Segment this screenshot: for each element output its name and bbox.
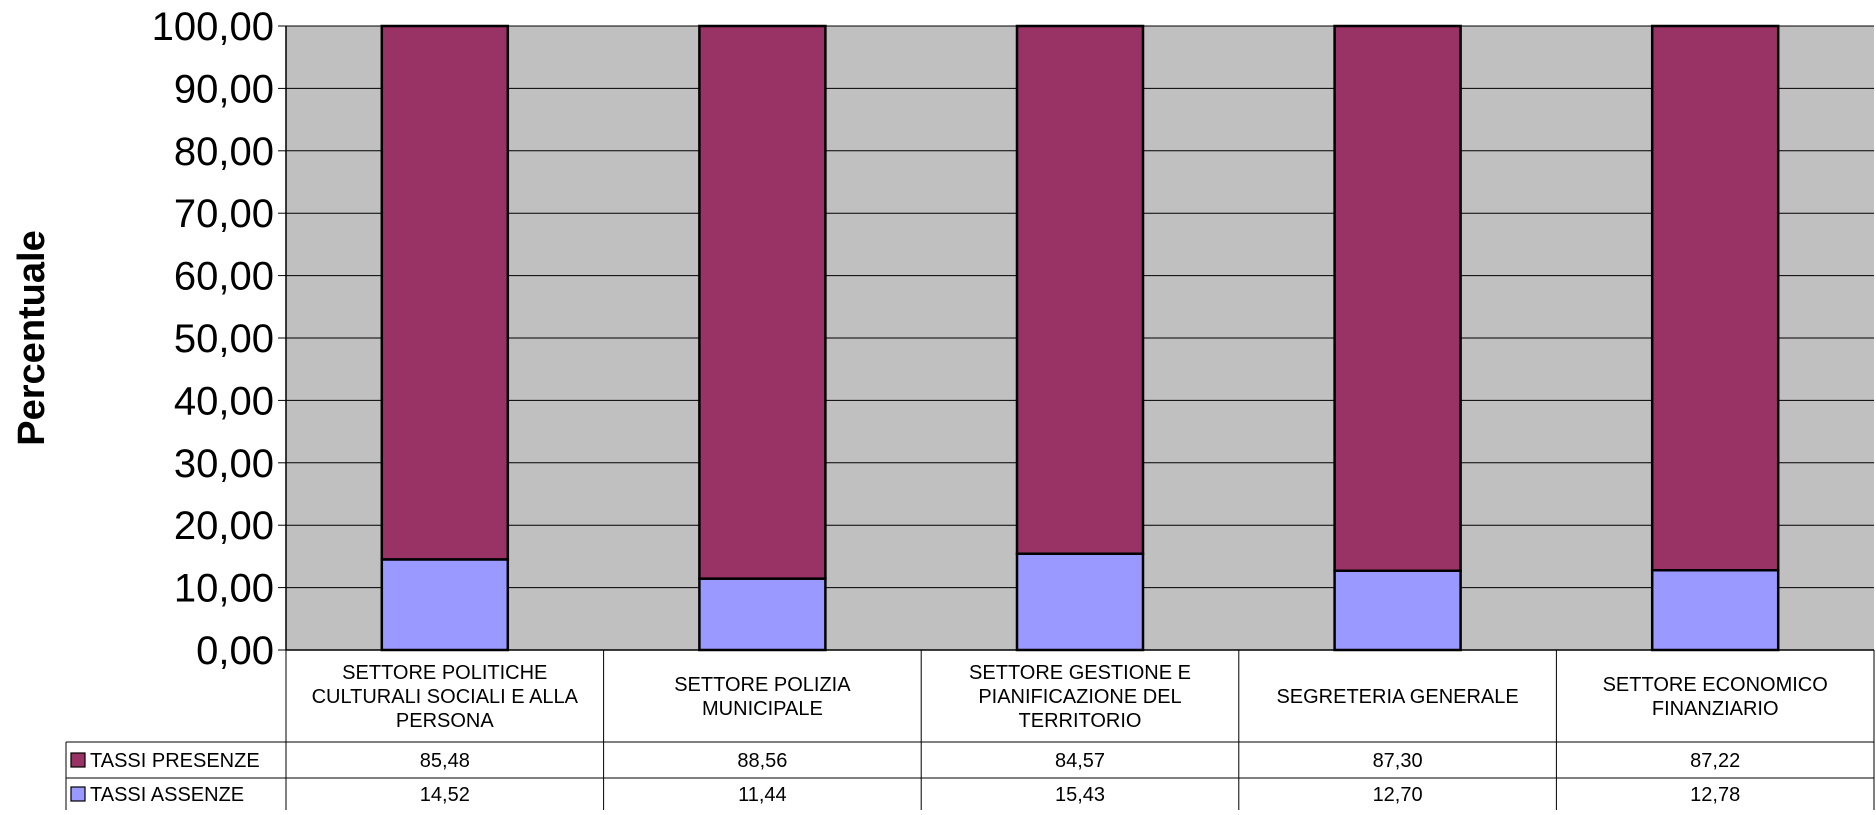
data-table-value: 88,56 <box>737 750 787 772</box>
x-category-label: MUNICIPALE <box>702 698 823 720</box>
x-category-label: SETTORE POLITICHE <box>342 662 547 684</box>
data-table-value: 12,70 <box>1373 784 1423 806</box>
bar-presenze <box>698 24 827 580</box>
bar-presenze <box>380 24 510 561</box>
bar-presenze <box>1333 24 1462 573</box>
data-table-value: 11,44 <box>738 784 787 806</box>
y-tick-label: 50,00 <box>174 317 274 361</box>
x-category-label: CULTURALI SOCIALI E ALLA <box>312 686 579 708</box>
legend-label: TASSI ASSENZE <box>90 784 244 806</box>
bar-assenze <box>380 558 510 652</box>
bar-assenze <box>1333 569 1462 652</box>
x-category-label: SEGRETERIA GENERALE <box>1276 686 1518 708</box>
legend-key <box>70 786 86 802</box>
data-table-value: 12,78 <box>1690 784 1740 806</box>
y-tick-label: 40,00 <box>174 379 274 423</box>
y-tick-label: 60,00 <box>174 255 274 299</box>
x-category-label: SETTORE GESTIONE E <box>969 662 1191 684</box>
data-table-value: 85,48 <box>420 750 470 772</box>
y-tick-label: 0,00 <box>196 629 274 673</box>
bar-assenze <box>1015 552 1145 652</box>
bar-presenze <box>1015 24 1145 555</box>
data-table-value: 14,52 <box>420 784 470 806</box>
legend-label: TASSI PRESENZE <box>90 750 260 772</box>
bar-assenze <box>698 577 827 652</box>
y-tick-label: 70,00 <box>174 192 274 236</box>
legend-key <box>70 752 86 768</box>
x-category-label: FINANZIARIO <box>1652 698 1779 720</box>
x-category-label: SETTORE ECONOMICO <box>1603 674 1828 696</box>
y-tick-label: 20,00 <box>174 504 274 548</box>
y-tick-label: 80,00 <box>174 130 274 174</box>
data-table-value: 84,57 <box>1055 750 1105 772</box>
data-table-value: 15,43 <box>1055 784 1105 806</box>
y-tick-label: 90,00 <box>174 67 274 111</box>
data-table-value: 87,22 <box>1690 750 1740 772</box>
x-category-label: TERRITORIO <box>1019 710 1142 732</box>
y-axis-title: Percentuale <box>11 230 53 445</box>
y-tick-label: 100,00 <box>152 5 274 49</box>
bar-presenze <box>1650 24 1780 572</box>
x-category-label: PIANIFICAZIONE DEL <box>978 686 1181 708</box>
x-category-label: PERSONA <box>396 710 494 732</box>
data-table-value: 87,30 <box>1373 750 1423 772</box>
y-tick-label: 10,00 <box>174 567 274 611</box>
y-tick-label: 30,00 <box>174 442 274 486</box>
bar-assenze <box>1650 569 1780 652</box>
x-category-label: SETTORE POLIZIA <box>674 674 851 696</box>
